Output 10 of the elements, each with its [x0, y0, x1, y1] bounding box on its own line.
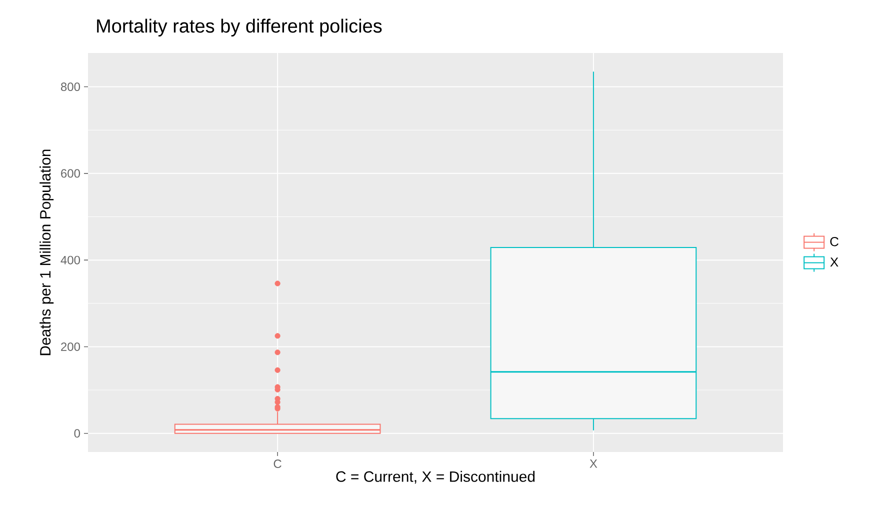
- y-tick-label: 0: [74, 429, 80, 438]
- y-tick-label: 400: [60, 256, 80, 264]
- y-axis-title: Deaths per 1 Million Population: [40, 150, 54, 356]
- legend-label: C: [830, 236, 838, 246]
- y-tick-label: 200: [61, 342, 80, 351]
- chart-title: Mortality rates by different policies: [97, 18, 382, 36]
- x-axis-title: C = Current, X = Discontinued: [336, 470, 535, 484]
- y-tick-label: 600: [61, 169, 80, 178]
- y-tick-label: 800: [60, 82, 80, 92]
- legend-label: X: [830, 258, 838, 267]
